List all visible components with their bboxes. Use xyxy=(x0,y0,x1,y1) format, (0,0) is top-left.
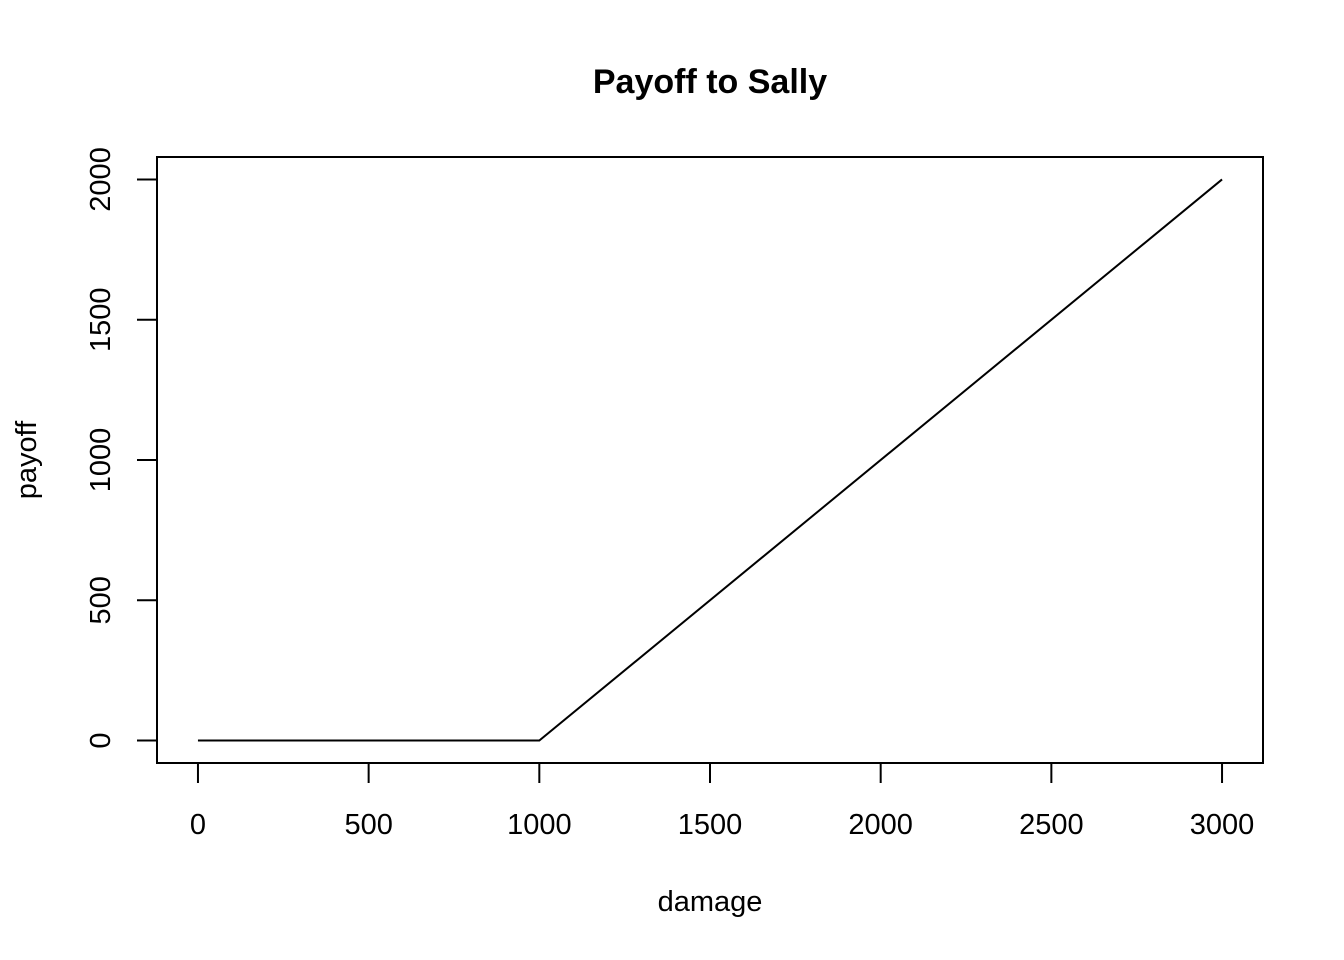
plot-area-border xyxy=(156,156,1264,764)
y-tick-label: 500 xyxy=(85,576,117,624)
y-tick-label: 0 xyxy=(85,732,117,748)
y-tick-label: 1000 xyxy=(85,428,117,493)
x-tick-label: 500 xyxy=(344,809,392,841)
chart-title: Payoff to Sally xyxy=(593,63,827,101)
y-tick-label: 1500 xyxy=(85,287,117,352)
x-tick-label: 1000 xyxy=(507,809,572,841)
x-axis-label: damage xyxy=(658,886,763,918)
x-tick-label: 2500 xyxy=(1019,809,1084,841)
x-axis: 0 500 1000 1500 2000 2500 3000 xyxy=(190,762,1255,841)
x-tick-label: 2000 xyxy=(848,809,913,841)
series-line xyxy=(197,178,1223,742)
series-layer xyxy=(197,178,1223,742)
x-tick-label: 1500 xyxy=(678,809,743,841)
y-tick-label: 2000 xyxy=(85,147,117,212)
x-tick-label: 0 xyxy=(190,809,206,841)
y-axis: 0 500 1000 1500 2000 xyxy=(85,147,158,749)
x-tick-label: 3000 xyxy=(1190,809,1255,841)
y-axis-label: payoff xyxy=(11,420,43,499)
